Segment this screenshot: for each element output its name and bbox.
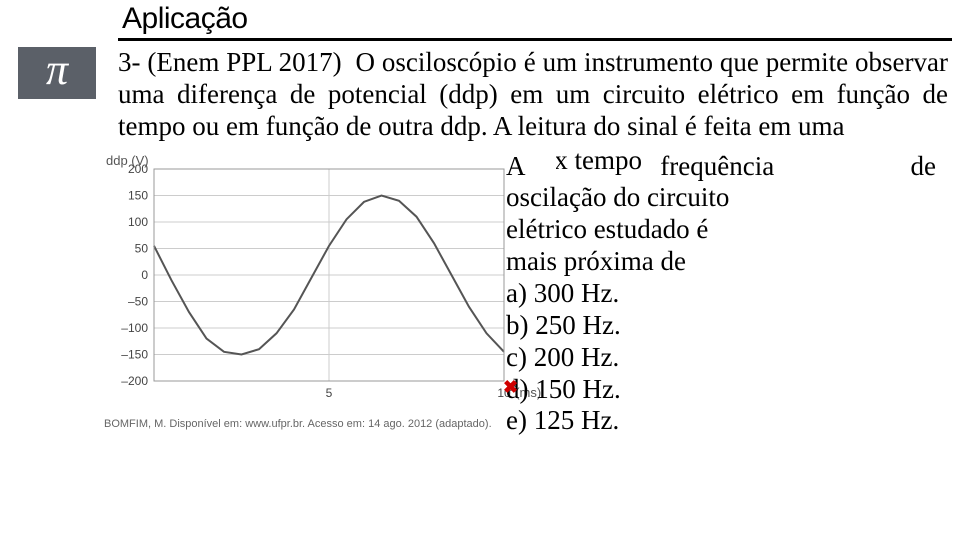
svg-text:150: 150 — [128, 188, 148, 202]
mark-x-icon: ✖ — [503, 377, 518, 398]
option-e: e) 125 Hz. — [506, 405, 936, 437]
option-a: a) 300 Hz. — [506, 278, 936, 310]
question-source: (Enem PPL 2017) — [147, 47, 341, 77]
chart-caption: BOMFIM, M. Disponível em: www.ufpr.br. A… — [96, 418, 556, 430]
freq-prompt-1: A frequência de — [506, 151, 936, 183]
section-title: Aplicação — [0, 2, 248, 38]
chart-container: 200150100500–50–100–150–200510ddp (V)t (… — [96, 149, 556, 449]
option-c: c) 200 Hz. — [506, 342, 936, 374]
answer-column: A frequência de oscilação do circuito el… — [506, 151, 936, 438]
svg-text:–150: –150 — [121, 347, 148, 361]
svg-text:100: 100 — [128, 215, 148, 229]
overlap-area: tela sob a forma de um gráfico nsão x te… — [118, 145, 948, 465]
freq-prompt-4: mais próxima de — [506, 246, 936, 278]
svg-text:–200: –200 — [121, 374, 148, 388]
question-text: 3- (Enem PPL 2017) O osciloscópio é um i… — [118, 47, 948, 143]
svg-text:ddp (V): ddp (V) — [106, 153, 149, 168]
svg-text:–100: –100 — [121, 321, 148, 335]
freq-prompt-2: oscilação do circuito — [506, 182, 936, 214]
oscilloscope-chart: 200150100500–50–100–150–200510ddp (V)t (… — [96, 149, 546, 409]
content-area: π 3- (Enem PPL 2017) O osciloscópio é um… — [0, 41, 960, 465]
option-d-text: d) 150 Hz. — [506, 374, 621, 404]
svg-text:–50: –50 — [128, 294, 148, 308]
svg-text:5: 5 — [326, 386, 333, 400]
option-d: ✖ d) 150 Hz. — [506, 374, 621, 404]
option-b: b) 250 Hz. — [506, 310, 936, 342]
freq-prompt-3: elétrico estudado é — [506, 214, 936, 246]
svg-text:50: 50 — [135, 241, 149, 255]
question-block: 3- (Enem PPL 2017) O osciloscópio é um i… — [96, 47, 948, 465]
svg-text:0: 0 — [141, 268, 148, 282]
question-number: 3- — [118, 47, 141, 77]
pi-icon: π — [18, 47, 96, 99]
